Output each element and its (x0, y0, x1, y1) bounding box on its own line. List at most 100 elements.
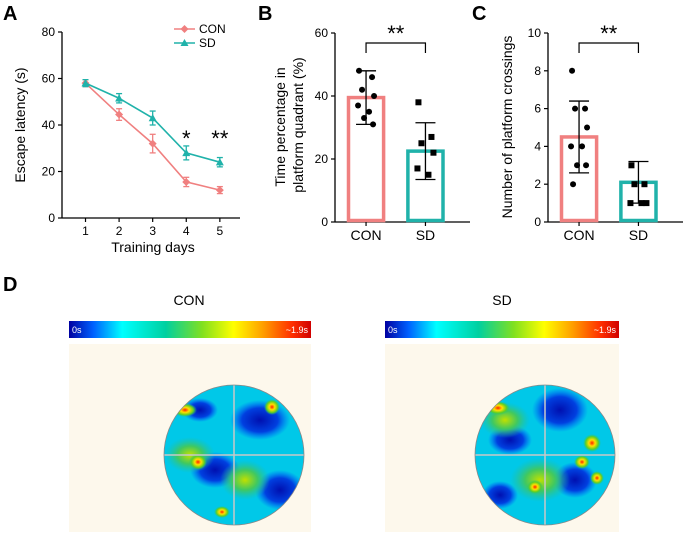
c-point-con-5 (579, 143, 586, 150)
a-xtick-label-4: 5 (217, 224, 224, 238)
b-xtick-label-sd: SD (416, 227, 435, 243)
c-point-con-2 (572, 105, 579, 112)
a-point-sd-0 (81, 79, 90, 87)
b-point-sd-2 (418, 140, 425, 147)
a-point-sd-1 (115, 94, 124, 102)
b-point-con-3 (371, 93, 378, 99)
b-point-con-1 (369, 74, 376, 81)
a-legend-con-marker (180, 25, 189, 33)
heatmap-con-hot-2 (189, 454, 207, 470)
heatmap-sd: SD 0s ~1.9s (385, 292, 619, 532)
heatmap-con-scale-bar (69, 321, 311, 338)
panel-label-c: C (472, 3, 486, 25)
c-point-sd-4 (627, 200, 634, 207)
c-ytick-label-4: 8 (534, 64, 541, 78)
c-ytick-label-2: 4 (534, 139, 541, 153)
b-ytick-label-1: 20 (315, 152, 329, 166)
a-xtick-label-2: 3 (149, 224, 156, 238)
a-ytick-label-0: 0 (48, 211, 55, 225)
c-xtick-label-con: CON (563, 227, 594, 243)
heatmap-sd-rim (474, 384, 616, 526)
c-significance-bracket (578, 42, 640, 53)
c-point-sd-5 (638, 200, 645, 207)
b-point-sd-5 (425, 171, 432, 178)
heatmap-con-rim (163, 384, 305, 526)
heatmap-sd-title: SD (492, 292, 511, 308)
b-point-sd-1 (428, 133, 435, 140)
a-significance-0: * (182, 126, 191, 151)
b-point-sd-3 (430, 149, 437, 156)
panel-label-b: B (258, 3, 272, 25)
c-significance-stars: ** (600, 21, 618, 46)
c-ytick-label-1: 2 (534, 177, 541, 191)
a-point-con-2 (148, 139, 157, 148)
heatmap-con-hot-4 (214, 506, 230, 518)
a-legend: CON SD (174, 22, 226, 50)
a-point-con-3 (182, 177, 191, 186)
b-point-con-5 (366, 108, 373, 115)
a-legend-sd-label: SD (199, 36, 216, 50)
a-y-label: Escape latency (s) (12, 67, 28, 182)
c-point-sd-3 (643, 200, 650, 207)
c-point-con-6 (574, 162, 581, 169)
heatmap-sd-hot-5 (527, 480, 543, 494)
heatmap-con-cool-1 (230, 400, 290, 440)
b-y-label-line1: Time percentage in (272, 67, 288, 186)
a-point-con-1 (115, 110, 124, 119)
heatmap-sd-hot-3 (574, 455, 590, 469)
a-xtick-label-0: 1 (82, 224, 89, 238)
heatmap-con: CON 0s ~1.9s (69, 292, 311, 532)
c-point-con-4 (568, 143, 575, 150)
heatmap-con-hot-3 (264, 399, 280, 415)
c-point-con-7 (583, 162, 590, 169)
b-point-con-2 (359, 86, 366, 93)
b-point-con-6 (361, 115, 368, 122)
heatmap-con-warm-2 (220, 460, 270, 500)
c-ytick-label-5: 10 (528, 26, 542, 40)
a-xtick-label-3: 4 (183, 224, 190, 238)
b-point-sd-0 (415, 99, 422, 106)
a-ytick-label-1: 20 (42, 165, 56, 179)
b-ytick-label-2: 40 (315, 89, 329, 103)
heatmap-sd-hot-4 (590, 471, 604, 485)
c-point-sd-2 (631, 181, 638, 188)
a-significance-1: ** (211, 126, 229, 151)
c-point-con-1 (582, 105, 589, 112)
c-xtick-label-sd: SD (629, 227, 648, 243)
b-y-label: Time percentage in platform quadrant (%) (272, 57, 306, 192)
c-point-con-3 (584, 124, 591, 131)
c-point-con-8 (570, 181, 577, 188)
a-ytick-label-4: 80 (42, 25, 56, 39)
c-point-con-0 (569, 67, 576, 74)
a-point-sd-2 (148, 114, 157, 122)
b-ytick-label-3: 60 (315, 26, 329, 40)
heatmap-sd-arena (475, 385, 615, 525)
a-ytick-label-2: 40 (42, 118, 56, 132)
b-significance-bracket (365, 42, 427, 53)
c-ytick-label-0: 0 (534, 215, 541, 229)
c-y-label: Number of platform crossings (499, 36, 515, 219)
panel-label-d: D (3, 274, 17, 296)
heatmap-sd-hot-2 (583, 434, 601, 452)
heatmap-sd-warm-1 (510, 458, 570, 502)
chart-c-platform-crossings: Number of platform crossings 0 2 4 6 8 10 CON S… (499, 21, 683, 243)
a-point-sd-3 (182, 148, 191, 157)
heatmap-sd-scale-max: ~1.9s (594, 325, 617, 335)
heatmap-sd-scale-min: 0s (388, 325, 398, 335)
chart-a-escape-latency: Escape latency (s) Training days 0 20 40 60… (12, 22, 240, 255)
a-point-sd-4 (215, 158, 224, 166)
b-point-con-7 (370, 121, 377, 128)
b-point-sd-4 (414, 165, 421, 172)
c-point-sd-1 (641, 181, 648, 188)
chart-b-time-percentage: Time percentage in platform quadrant (%)… (272, 21, 470, 243)
b-significance-stars: ** (387, 21, 405, 46)
c-point-sd-0 (628, 162, 635, 169)
a-legend-con-label: CON (199, 22, 226, 36)
a-ytick-label-3: 60 (42, 72, 56, 86)
heatmap-sd-scale-bar (385, 321, 619, 338)
a-legend-sd-marker (180, 39, 189, 46)
a-x-label: Training days (111, 239, 195, 255)
b-ytick-label-0: 0 (321, 215, 328, 229)
b-point-con-4 (355, 102, 362, 109)
